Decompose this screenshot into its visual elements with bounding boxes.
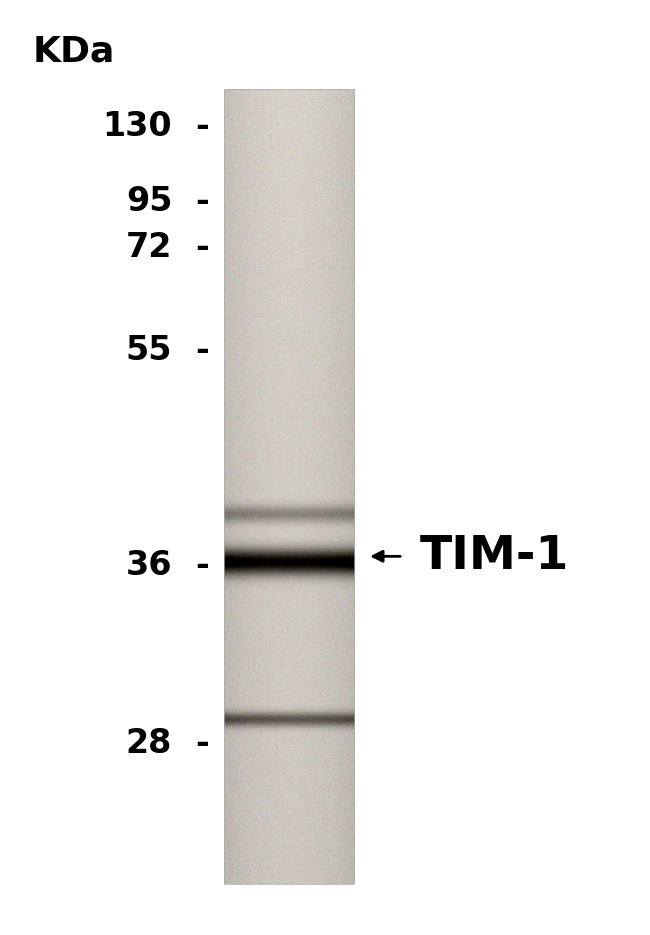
Text: 95: 95 [125, 184, 172, 218]
Text: -: - [195, 334, 209, 367]
Text: TIM-1: TIM-1 [419, 534, 569, 579]
Text: -: - [195, 109, 209, 143]
Text: -: - [195, 549, 209, 583]
Text: KDa: KDa [32, 35, 115, 68]
Text: -: - [195, 231, 209, 265]
Text: 72: 72 [126, 231, 172, 265]
Text: 28: 28 [126, 726, 172, 760]
Text: 130: 130 [103, 109, 172, 143]
Text: 55: 55 [125, 334, 172, 367]
Bar [224, 89, 354, 884]
Text: 36: 36 [125, 549, 172, 583]
Text: -: - [195, 726, 209, 760]
Text: -: - [195, 184, 209, 218]
